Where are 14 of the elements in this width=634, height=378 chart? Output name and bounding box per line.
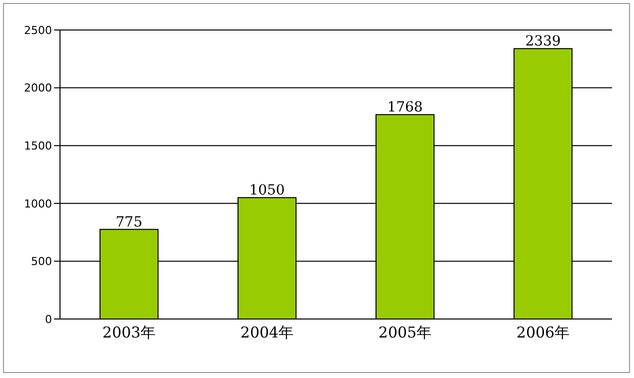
y-tick-label: 0 [45, 312, 52, 326]
x-tick-label: 2004年 [240, 324, 294, 342]
x-tick-label: 2005年 [378, 324, 432, 342]
x-tick-label: 2003年 [102, 324, 156, 342]
y-tick-label: 1500 [24, 140, 52, 153]
x-tick-label: 2006年 [516, 324, 570, 342]
data-label: 1050 [249, 182, 285, 199]
y-tick-label: 2000 [24, 82, 52, 95]
data-label: 775 [116, 214, 142, 230]
y-tick-label: 1000 [24, 197, 52, 210]
data-label: 1768 [387, 100, 423, 116]
y-tick-label: 500 [31, 255, 52, 268]
y-tick-label: 2500 [24, 24, 52, 37]
data-label: 2339 [525, 34, 561, 50]
